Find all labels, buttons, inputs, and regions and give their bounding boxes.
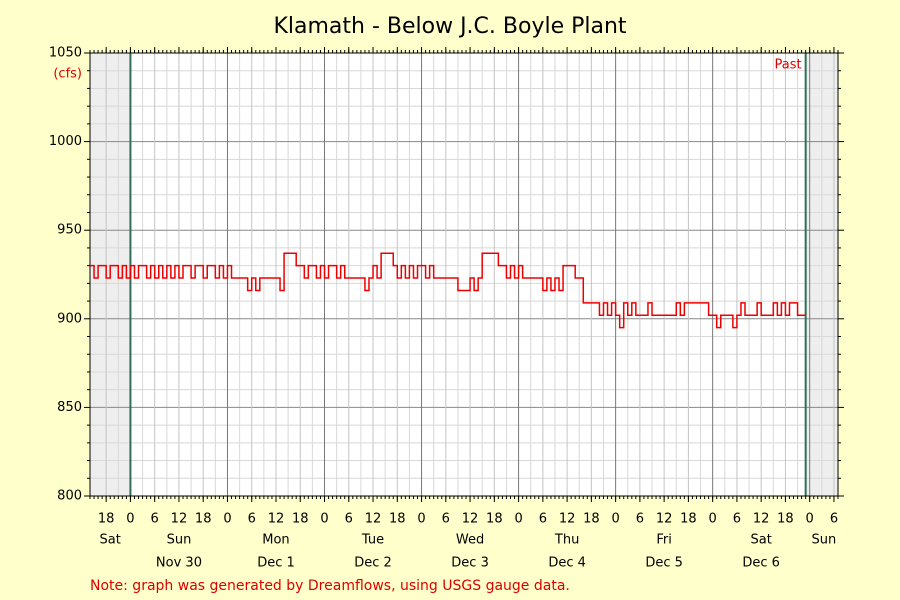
x-tick-label: 12	[171, 512, 188, 527]
plot-frame	[89, 52, 839, 497]
x-tick-label: 6	[733, 512, 741, 527]
day-label: Thu	[554, 533, 579, 548]
y-tick-label: 950	[57, 223, 82, 238]
date-label: Dec 5	[645, 556, 683, 571]
y-unit: (cfs)	[53, 67, 82, 82]
day-label: Tue	[361, 533, 384, 548]
day-label: Sun	[167, 533, 192, 548]
y-tick-label: 850	[57, 400, 82, 415]
x-tick-label: 6	[636, 512, 644, 527]
x-tick-label: 6	[248, 512, 256, 527]
x-tick-label: 0	[223, 512, 231, 527]
x-tick-label: 0	[709, 512, 717, 527]
x-tick-label: 6	[539, 512, 547, 527]
x-tick-label: 18	[389, 512, 406, 527]
day-label: Sat	[751, 533, 772, 548]
chart-title: Klamath - Below J.C. Boyle Plant	[273, 14, 626, 39]
flow-line	[90, 252, 806, 329]
x-tick-label: 6	[442, 512, 450, 527]
x-tick-label: 6	[345, 512, 353, 527]
date-label: Dec 2	[354, 556, 392, 571]
x-tick-label: 18	[98, 512, 115, 527]
day-label: Sun	[811, 533, 836, 548]
day-label: Mon	[262, 533, 289, 548]
x-tick-label: 6	[830, 512, 838, 527]
day-label: Wed	[456, 533, 484, 548]
x-tick-label: 12	[365, 512, 382, 527]
x-tick-label: 6	[151, 512, 159, 527]
x-tick-label: 0	[320, 512, 328, 527]
x-tick-label: 18	[583, 512, 600, 527]
x-tick-label: 12	[753, 512, 770, 527]
day-label: Fri	[656, 533, 672, 548]
date-label: Dec 1	[257, 556, 295, 571]
y-tick-label: 1000	[49, 134, 82, 149]
x-tick-label: 18	[195, 512, 212, 527]
note: Note: graph was generated by Dreamflows,…	[90, 578, 570, 594]
date-label: Dec 3	[451, 556, 489, 571]
plot-area	[90, 53, 838, 496]
y-tick-label: 800	[57, 489, 82, 504]
y-tick-label: 1050	[49, 46, 82, 61]
x-tick-label: 12	[462, 512, 479, 527]
day-label: Sat	[100, 533, 121, 548]
x-tick-label: 0	[611, 512, 619, 527]
date-label: Dec 4	[548, 556, 586, 571]
annotation: Past	[775, 58, 802, 73]
date-label: Dec 6	[742, 556, 780, 571]
x-tick-label: 18	[777, 512, 794, 527]
x-tick-label: 0	[806, 512, 814, 527]
x-tick-label: 0	[126, 512, 134, 527]
x-tick-label: 0	[417, 512, 425, 527]
x-tick-label: 12	[268, 512, 285, 527]
x-tick-label: 18	[292, 512, 309, 527]
y-tick-label: 900	[57, 311, 82, 326]
x-tick-label: 18	[680, 512, 697, 527]
date-label: Nov 30	[156, 556, 202, 571]
x-tick-label: 18	[486, 512, 503, 527]
x-tick-label: 12	[559, 512, 576, 527]
x-tick-label: 0	[514, 512, 522, 527]
x-tick-label: 12	[656, 512, 673, 527]
